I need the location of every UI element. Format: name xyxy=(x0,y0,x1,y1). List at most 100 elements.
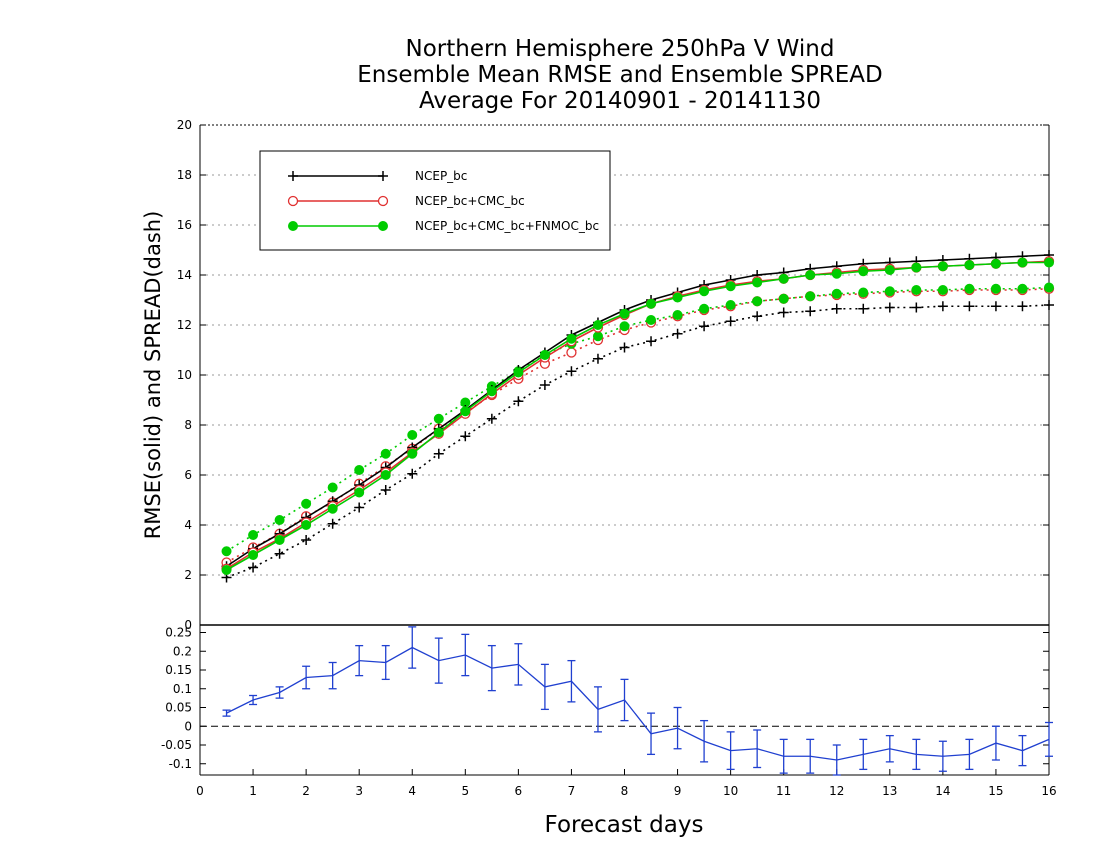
error-bar xyxy=(753,729,762,769)
plus-marker xyxy=(592,353,603,364)
plus-marker xyxy=(911,302,922,313)
plus-marker xyxy=(725,316,736,327)
dot-marker xyxy=(221,565,232,575)
dot-marker xyxy=(990,283,1001,294)
plus-marker xyxy=(539,380,550,390)
error-bar xyxy=(620,678,629,722)
circle-marker xyxy=(287,195,299,207)
x-tick-label: 16 xyxy=(1041,784,1056,798)
series-spread-3 xyxy=(221,300,1054,583)
x-axis-label: Forecast days xyxy=(545,812,704,838)
plus-marker xyxy=(460,431,471,442)
dot-marker xyxy=(752,296,763,307)
x-tick-label: 13 xyxy=(882,784,897,798)
dot-marker xyxy=(672,310,683,320)
error-bar xyxy=(1018,734,1027,767)
x-tick-label: 12 xyxy=(829,784,844,798)
x-tick-label: 1 xyxy=(249,784,257,798)
error-bar xyxy=(302,665,311,690)
dot-marker xyxy=(592,320,603,330)
plus-marker xyxy=(619,342,630,353)
error-bar xyxy=(540,663,549,711)
dot-marker xyxy=(1017,283,1028,294)
y-axis-label: RMSE(solid) and SPREAD(dash) xyxy=(141,211,165,540)
plus-marker xyxy=(937,301,948,312)
series-spread-4 xyxy=(221,283,1055,568)
dot-marker xyxy=(248,530,259,540)
dot-marker xyxy=(858,287,869,298)
y-tick-label: 0 xyxy=(184,618,192,632)
error-bar xyxy=(1045,721,1053,757)
dot-marker xyxy=(592,331,603,342)
error-bar xyxy=(222,709,231,717)
plus-marker xyxy=(433,448,444,459)
error-bar xyxy=(912,738,921,771)
plus-marker xyxy=(248,562,259,573)
y-tick-label: 6 xyxy=(184,468,192,482)
circle-marker xyxy=(377,195,389,207)
x-tick-label: 9 xyxy=(674,784,682,798)
series-rmse-2 xyxy=(221,257,1054,575)
y-tick-label: 16 xyxy=(177,218,192,232)
dot-marker xyxy=(884,286,895,297)
plus-marker xyxy=(378,171,388,181)
dot-marker xyxy=(911,262,922,273)
error-bar xyxy=(593,686,602,733)
dot-marker xyxy=(805,270,816,280)
dot-marker xyxy=(486,386,497,397)
plus-marker xyxy=(778,307,789,318)
y-tick-label: 20 xyxy=(177,118,192,132)
legend: NCEP_bc NCEP_bc+CMC_bc NCEP_bc+CMC_bc+FNMO… xyxy=(259,150,611,251)
x-tick-label: 3 xyxy=(355,784,363,798)
dot-marker xyxy=(646,315,657,325)
error-bar xyxy=(381,644,390,681)
dot-marker xyxy=(858,266,869,277)
error-bar xyxy=(779,738,788,774)
dot-marker xyxy=(831,268,842,279)
error-bar xyxy=(328,661,337,690)
dot-marker xyxy=(725,300,736,310)
plus-marker xyxy=(646,336,657,347)
series-spread-5 xyxy=(221,282,1054,557)
x-tick-label: 11 xyxy=(776,784,791,798)
dot-marker xyxy=(937,261,948,272)
dot-marker xyxy=(964,260,975,270)
dot-marker xyxy=(990,258,1001,269)
series-line xyxy=(226,304,1050,579)
dot-marker xyxy=(221,546,232,557)
dot-marker xyxy=(460,406,471,417)
error-bar xyxy=(567,659,576,703)
plus-marker xyxy=(990,301,1001,312)
error-bar xyxy=(673,706,682,750)
dot-marker xyxy=(619,308,630,319)
dot-marker xyxy=(248,550,259,560)
error-bar xyxy=(859,738,868,771)
y-tick-label: 2 xyxy=(184,568,192,582)
dot-marker xyxy=(301,520,312,530)
dot-marker xyxy=(380,470,391,480)
dot-marker xyxy=(380,448,391,459)
plus-marker xyxy=(831,303,842,314)
y-tick-label: 0.2 xyxy=(173,644,192,658)
error-bar xyxy=(275,686,284,699)
y-tick-label: 0.05 xyxy=(165,701,192,715)
dot-marker xyxy=(566,333,577,344)
plus-marker xyxy=(1044,300,1054,310)
series-line xyxy=(226,287,1050,564)
y-tick-label: 0 xyxy=(184,719,192,733)
plus-marker xyxy=(752,311,763,322)
plus-marker xyxy=(288,171,298,181)
y-tick-label: -0.05 xyxy=(161,738,192,752)
x-tick-label: 0 xyxy=(196,784,204,798)
dot-marker xyxy=(274,535,285,545)
dot-marker xyxy=(274,515,285,525)
difference-line xyxy=(226,646,1050,761)
dot-marker xyxy=(752,277,763,288)
plus-marker xyxy=(513,396,524,407)
dot-marker xyxy=(884,265,895,275)
plus-marker xyxy=(380,485,391,495)
x-tick-label: 6 xyxy=(515,784,523,798)
error-bar xyxy=(461,633,470,677)
dot-marker xyxy=(937,285,948,295)
